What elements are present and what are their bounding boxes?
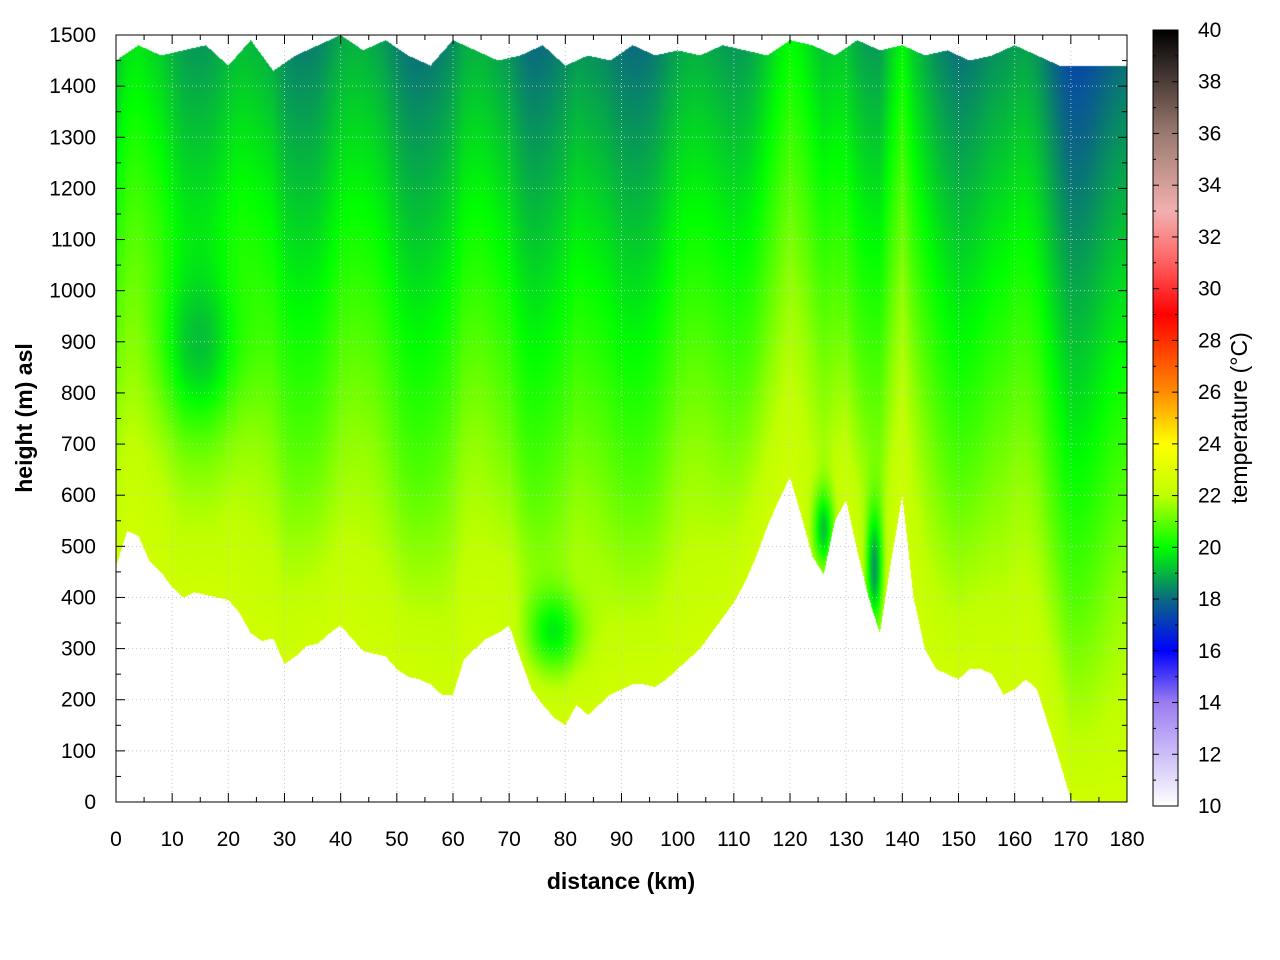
colorbar-tick-label: 14 [1198,692,1222,715]
colorbar-tick-label: 32 [1198,226,1221,249]
x-tick-label: 180 [1109,828,1144,851]
x-tick-label: 80 [554,828,577,851]
heatmap-area [116,35,1127,802]
x-axis: 0 10 20 30 40 50 60 70 80 90 100 110 120 130 140 150 160… [110,35,1145,851]
x-tick-label: 70 [497,828,520,851]
x-tick-label: 50 [385,828,408,851]
y-tick-label: 500 [61,535,96,558]
y-tick-label: 700 [61,433,96,456]
x-tick-label: 0 [110,828,122,851]
x-tick-label: 150 [941,828,976,851]
x-tick-label: 100 [660,828,695,851]
y-tick-label: 0 [84,791,96,814]
colorbar-title: temperature (°C) [1226,332,1252,504]
colorbar: 10 12 14 16 18 20 22 24 26 28 30 32 34 36 38 40 [1152,19,1222,818]
colorbar-tick-label: 36 [1198,122,1221,145]
colorbar-tick-label: 38 [1198,71,1221,94]
colorbar-tick-label: 34 [1198,174,1222,197]
colorbar-tick-label: 26 [1198,381,1221,404]
x-tick-label: 20 [217,828,240,851]
x-tick-label: 120 [772,828,807,851]
y-tick-label: 1300 [49,126,96,149]
x-tick-label: 60 [441,828,464,851]
x-tick-label: 30 [273,828,296,851]
y-tick-label: 1000 [49,280,96,303]
x-tick-label: 40 [329,828,352,851]
colorbar-tick-label: 30 [1198,278,1221,301]
x-tick-label: 160 [997,828,1032,851]
y-tick-label: 800 [61,382,96,405]
x-tick-label: 110 [717,828,750,851]
y-tick-label: 1100 [51,229,96,252]
colorbar-gradient [1152,29,1179,807]
y-axis-title: height (m) asl [11,343,37,493]
temperature-field [116,35,1127,802]
y-tick-label: 600 [61,484,96,507]
grid [116,35,1127,802]
x-tick-label: 10 [160,828,183,851]
colorbar-tick-label: 20 [1198,536,1221,559]
colorbar-tick-label: 18 [1198,588,1221,611]
y-tick-label: 900 [61,331,96,354]
y-axis: 0 100 200 300 400 500 600 700 800 900 1000 1100 1200… [49,24,1127,814]
colorbar-tick-label: 10 [1198,795,1221,818]
colorbar-tick-label: 22 [1198,485,1221,508]
colorbar-tick-label: 24 [1198,433,1222,456]
y-tick-label: 1200 [49,177,96,200]
colorbar-tick-label: 40 [1198,19,1221,42]
colorbar-tick-label: 28 [1198,329,1221,352]
x-tick-label: 130 [829,828,864,851]
y-tick-label: 100 [61,740,96,763]
x-tick-label: 170 [1053,828,1088,851]
y-tick-label: 1400 [49,75,96,98]
y-tick-label: 1500 [49,24,96,47]
x-tick-label: 90 [610,828,633,851]
y-tick-label: 200 [61,689,96,712]
colorbar-tick-label: 16 [1198,640,1221,663]
y-tick-label: 400 [61,586,96,609]
x-tick-label: 140 [885,828,920,851]
y-tick-label: 300 [61,638,96,661]
x-axis-title: distance (km) [547,868,695,894]
colorbar-tick-label: 12 [1198,743,1221,766]
